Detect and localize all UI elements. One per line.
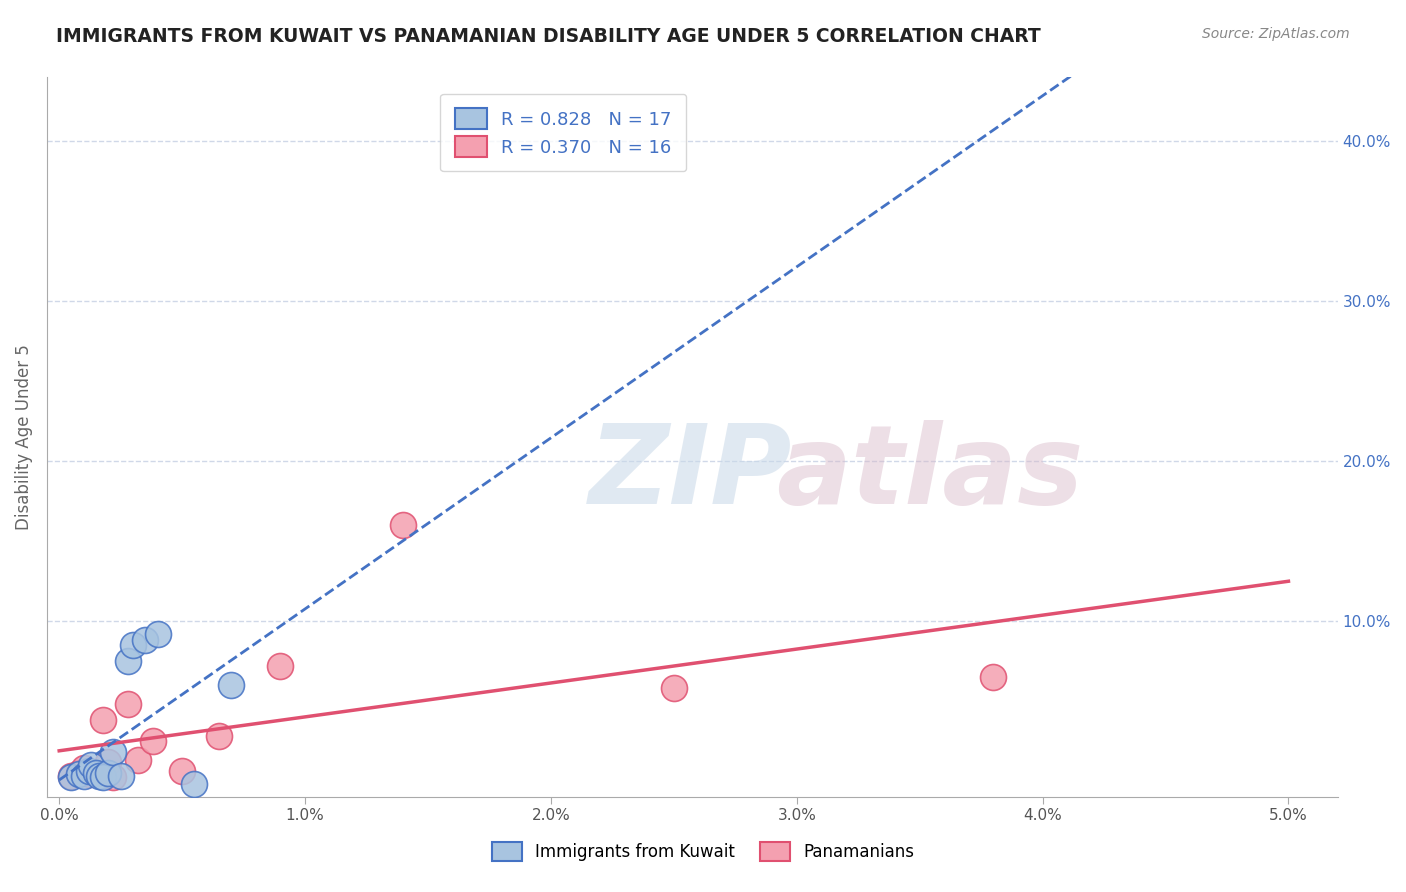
Point: [127, 753, 149, 767]
Legend: R = 0.828   N = 17, R = 0.370   N = 16: R = 0.828 N = 17, R = 0.370 N = 16: [440, 94, 686, 171]
Legend: Immigrants from Kuwait, Panamanians: Immigrants from Kuwait, Panamanians: [478, 829, 928, 875]
Point: [117, 654, 139, 668]
Y-axis label: Disability Age Under 5: Disability Age Under 5: [15, 344, 32, 530]
Text: IMMIGRANTS FROM KUWAIT VS PANAMANIAN DISABILITY AGE UNDER 5 CORRELATION CHART: IMMIGRANTS FROM KUWAIT VS PANAMANIAN DIS…: [56, 27, 1040, 45]
Point: [392, 518, 415, 533]
Point: [84, 765, 107, 780]
Point: [146, 626, 169, 640]
Point: [93, 713, 115, 727]
Text: atlas: atlas: [776, 419, 1084, 526]
Point: [122, 638, 145, 652]
Text: ZIP: ZIP: [589, 419, 793, 526]
Point: [67, 765, 90, 780]
Point: [97, 755, 120, 769]
Point: [662, 681, 685, 695]
Point: [60, 771, 83, 785]
Point: [103, 771, 125, 785]
Point: [73, 769, 96, 783]
Point: [183, 777, 205, 791]
Point: [983, 670, 1005, 684]
Point: [67, 767, 90, 781]
Point: [172, 764, 194, 778]
Text: Source: ZipAtlas.com: Source: ZipAtlas.com: [1202, 27, 1350, 41]
Point: [87, 769, 110, 783]
Point: [60, 769, 83, 783]
Point: [219, 678, 242, 692]
Point: [73, 761, 96, 775]
Point: [142, 733, 165, 747]
Point: [117, 697, 139, 711]
Point: [77, 767, 100, 781]
Point: [208, 729, 231, 743]
Point: [110, 769, 132, 783]
Point: [269, 658, 291, 673]
Point: [97, 765, 120, 780]
Point: [103, 745, 125, 759]
Point: [93, 771, 115, 785]
Point: [80, 757, 103, 772]
Point: [77, 764, 100, 778]
Point: [134, 633, 156, 648]
